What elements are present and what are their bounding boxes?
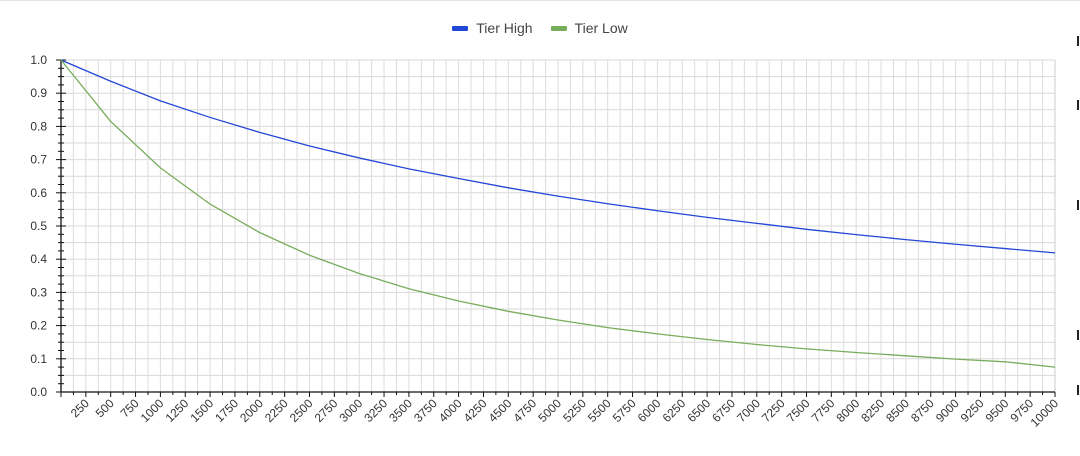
x-tick-label: 1750 [212, 396, 241, 425]
x-tick-label: 8500 [883, 396, 912, 425]
x-tick-label: 7750 [809, 396, 838, 425]
y-tick-label: 0.6 [30, 186, 47, 200]
grid-lines [60, 59, 1056, 393]
x-tick-label: 3750 [411, 396, 440, 425]
y-tick-label: 0.8 [30, 119, 47, 133]
y-tick-label: 1.0 [30, 53, 47, 67]
x-axis-labels: 250 500 7501000125015001750200022502500275… [68, 396, 1061, 430]
x-tick-label: 10000 [1028, 396, 1062, 430]
chart-legend: Tier High Tier Low [0, 20, 1080, 36]
y-tick-label: 0.4 [30, 252, 47, 266]
x-tick-label: 9250 [958, 396, 987, 425]
x-tick-label: 6000 [635, 396, 664, 425]
edge-marker [1077, 200, 1079, 210]
x-tick-label: 9000 [933, 396, 962, 425]
y-tick-label: 0.7 [30, 153, 47, 167]
legend-item-tier-low[interactable]: Tier Low [550, 20, 628, 36]
x-tick-label: 6250 [660, 396, 689, 425]
series-line-tier-low [60, 59, 1056, 368]
x-tick-label: 4500 [486, 396, 515, 425]
x-tick-label: 1500 [187, 396, 216, 425]
y-axis-labels: 0.0 0.1 0.2 0.3 0.4 0.5 0.6 0.7 0.8 0.9 1.0 [30, 53, 47, 399]
legend-label-tier-low: Tier Low [574, 20, 628, 36]
x-tick-label: 3500 [386, 396, 415, 425]
edge-marker [1077, 36, 1079, 46]
series-lines [60, 59, 1056, 368]
x-tick-label: 3000 [337, 396, 366, 425]
x-tick-label: 2500 [287, 396, 316, 425]
x-tick-label: 7000 [734, 396, 763, 425]
x-tick-label: 7500 [784, 396, 813, 425]
edge-marker [1077, 385, 1079, 395]
y-tick-label: 0.1 [30, 352, 47, 366]
y-tick-label: 0.2 [30, 319, 47, 333]
legend-swatch-tier-low [550, 25, 567, 31]
legend-label-tier-high: Tier High [476, 20, 533, 36]
x-tick-label: 9500 [983, 396, 1012, 425]
edge-marker [1077, 330, 1079, 340]
x-tick-label: 8250 [858, 396, 887, 425]
x-tick-label: 250 [68, 396, 92, 420]
x-tick-label: 4250 [461, 396, 490, 425]
y-tick-label: 0.0 [30, 385, 47, 399]
x-tick-label: 4000 [436, 396, 465, 425]
top-divider [0, 0, 1080, 1]
axes [56, 59, 1056, 397]
x-tick-label: 8000 [834, 396, 863, 425]
x-tick-label: 5000 [535, 396, 564, 425]
series-line-tier-high [60, 59, 1056, 254]
y-tick-label: 0.9 [30, 86, 47, 100]
x-tick-label: 4750 [510, 396, 539, 425]
x-tick-label: 2750 [312, 396, 341, 425]
legend-swatch-tier-high [452, 25, 469, 31]
x-tick-label: 6750 [709, 396, 738, 425]
edge-marker [1077, 100, 1079, 110]
x-tick-label: 6500 [684, 396, 713, 425]
x-tick-label: 5250 [560, 396, 589, 425]
x-tick-label: 500 [93, 396, 117, 420]
x-tick-label: 1000 [138, 396, 167, 425]
x-tick-label: 2250 [262, 396, 291, 425]
x-tick-label: 7250 [759, 396, 788, 425]
x-tick-label: 5500 [585, 396, 614, 425]
x-tick-label: 3250 [361, 396, 390, 425]
x-tick-label: 1250 [163, 396, 192, 425]
x-tick-label: 5750 [610, 396, 639, 425]
x-tick-label: 8750 [908, 396, 937, 425]
y-tick-label: 0.5 [30, 219, 47, 233]
x-tick-label: 2000 [237, 396, 266, 425]
legend-item-tier-high[interactable]: Tier High [452, 20, 533, 36]
y-tick-label: 0.3 [30, 285, 47, 299]
